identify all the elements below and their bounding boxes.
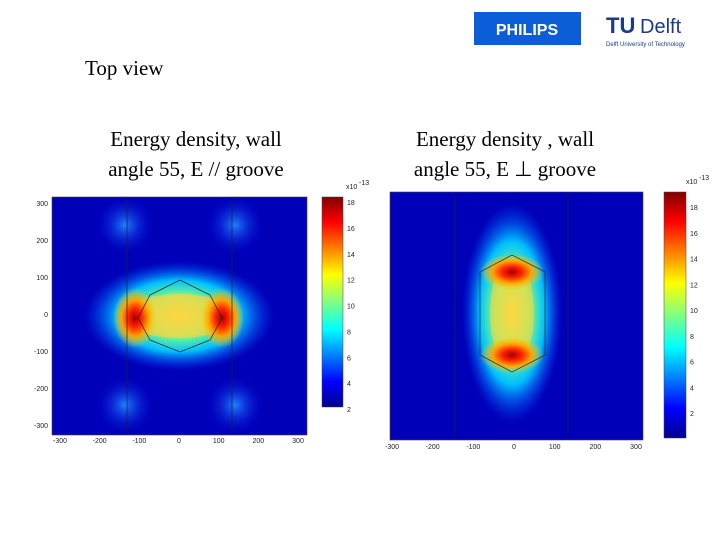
colorbar-tick-label: 8 (347, 329, 351, 336)
colorbar-tick-label: 14 (690, 257, 698, 264)
x-tick-label: -300 (53, 438, 67, 445)
colorbar-tick-label: 2 (690, 411, 694, 418)
x-tick-label: 200 (589, 444, 601, 451)
heading: Top view (85, 56, 164, 80)
colorbar (663, 191, 687, 439)
panel-title: Energy density , wall (416, 127, 594, 151)
colorbar-exponent: -13 (359, 180, 369, 187)
x-tick-label: -200 (93, 438, 107, 445)
colorbar-tick-label: 18 (347, 200, 355, 207)
tagline: Delft University of Technology (606, 42, 685, 48)
x-tick-label: 300 (630, 444, 642, 451)
y-tick-label: -100 (34, 349, 48, 356)
panel-title: angle 55, E ⊥ groove (414, 157, 596, 181)
x-tick-label: 100 (213, 438, 225, 445)
colorbar-tick-label: 12 (690, 282, 698, 289)
colorbar-tick-label: 10 (347, 304, 355, 311)
x-tick-label: 0 (177, 438, 181, 445)
colorbar-tick-label: 12 (347, 278, 355, 285)
x-tick-label: -200 (426, 444, 440, 451)
y-tick-label: 0 (44, 312, 48, 319)
y-tick-label: -300 (34, 423, 48, 430)
colorbar-tick-label: 2 (347, 407, 351, 414)
y-tick-label: 100 (36, 275, 48, 282)
panel-title: Energy density, wall (110, 127, 282, 151)
y-tick-label: 300 (36, 201, 48, 208)
panel-title: angle 55, E // groove (108, 157, 284, 181)
colorbar (321, 196, 344, 408)
colorbar-tick-label: 4 (690, 385, 694, 392)
colorbar-scale: x10 (686, 179, 697, 186)
colorbar-tick-label: 6 (347, 355, 351, 362)
x-tick-label: -100 (466, 444, 480, 451)
tu-text: TU (606, 13, 635, 38)
delft-text: Delft (640, 16, 682, 38)
colorbar-tick-label: 16 (347, 226, 355, 233)
x-tick-label: -100 (132, 438, 146, 445)
colorbar-tick-label: 4 (347, 381, 351, 388)
x-tick-label: 200 (252, 438, 264, 445)
colorbar-tick-label: 8 (690, 334, 694, 341)
colorbar-tick-label: 10 (690, 308, 698, 315)
colorbar-scale: x10 (346, 184, 357, 191)
heatmap (51, 195, 308, 436)
colorbar-tick-label: 18 (690, 205, 698, 212)
x-tick-label: 300 (292, 438, 304, 445)
y-tick-label: -200 (34, 386, 48, 393)
y-tick-label: 200 (36, 238, 48, 245)
heatmap (389, 191, 644, 441)
philips-logo (474, 12, 581, 45)
x-tick-label: -300 (385, 444, 399, 451)
x-tick-label: 100 (549, 444, 561, 451)
x-tick-label: 0 (512, 444, 516, 451)
colorbar-exponent: -13 (699, 175, 709, 182)
philips-text: PHILIPS (496, 22, 559, 39)
colorbar-tick-label: 6 (690, 360, 694, 367)
colorbar-tick-label: 14 (347, 252, 355, 259)
colorbar-tick-label: 16 (690, 231, 698, 238)
